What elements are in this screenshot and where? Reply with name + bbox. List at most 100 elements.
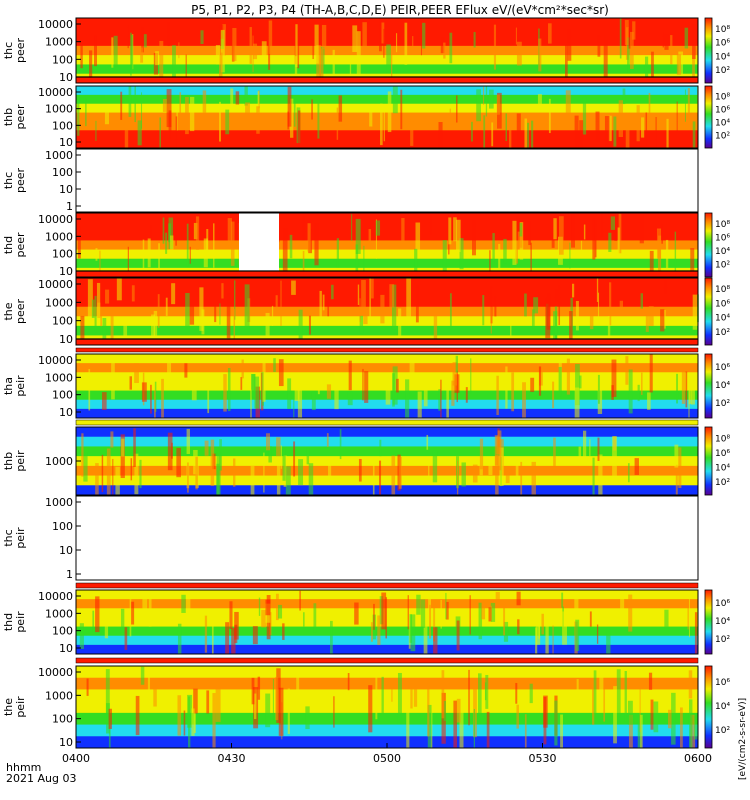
spectrogram-streak — [551, 232, 555, 248]
spectrogram-streak — [625, 112, 630, 148]
spectrogram-band — [76, 701, 698, 714]
spectrogram-streak — [143, 34, 147, 48]
spectrogram-streak — [648, 92, 651, 122]
spectrogram-streak — [634, 458, 639, 475]
spectrogram-streak — [415, 222, 421, 250]
colorbar-tick-label: 10² — [715, 478, 730, 488]
spectrogram-streak — [690, 714, 696, 748]
spectrogram-streak — [312, 38, 314, 60]
spectrogram-streak — [516, 41, 522, 66]
spectrogram-streak — [515, 682, 518, 704]
spectrogram-streak — [316, 44, 321, 83]
spectrogram-streak — [469, 595, 471, 635]
panel-thb-peir: 10² 10⁴ 10⁶ 10⁸ 1000 thb peir — [2, 426, 730, 496]
spectrogram-streak — [405, 379, 410, 418]
spectrogram-streak — [95, 596, 100, 633]
colorbar-tick-label: 10⁴ — [715, 52, 730, 62]
y-tick-label: 100 — [52, 53, 73, 66]
spectrogram-streak — [268, 38, 271, 70]
x-tick-label: 0600 — [684, 752, 712, 765]
spectrogram-streak — [619, 18, 622, 59]
spectrogram-streak — [538, 619, 540, 639]
spectrogram-streak — [664, 34, 669, 50]
spectrogram-streak — [663, 280, 668, 294]
y-tick-label: 100 — [52, 119, 73, 132]
figure-title: P5, P1, P2, P3, P4 (TH-A,B,C,D,E) PEIR,P… — [191, 3, 609, 17]
spectrogram-streak — [406, 697, 410, 748]
y-tick-label: 10000 — [38, 86, 73, 99]
spectrogram-streak — [651, 51, 654, 80]
spectrogram-streak — [80, 315, 85, 343]
spectrogram-streak — [234, 280, 236, 320]
spectrogram-streak — [609, 282, 612, 326]
spectrogram-streak — [676, 54, 682, 75]
spectrogram-streak — [483, 86, 485, 105]
y-tick-label: 100 — [52, 389, 73, 402]
spectrogram-streak — [151, 314, 155, 345]
colorbar-tick-label: 10⁸ — [715, 434, 730, 444]
spectrogram-streak — [468, 669, 470, 726]
spectrogram-band — [76, 712, 698, 726]
spectrogram-streak — [100, 311, 103, 327]
colorbar-tick-label: 10² — [715, 66, 730, 76]
spectrogram-streak — [135, 695, 140, 736]
spectrogram-streak — [452, 362, 458, 386]
spectrogram-streak — [333, 696, 335, 728]
spectrogram-streak — [358, 458, 362, 482]
spectrogram-streak — [271, 305, 274, 326]
spectrogram-streak — [401, 218, 405, 243]
spectrogram-streak — [373, 603, 375, 630]
spectrogram-streak — [305, 706, 310, 730]
spectrogram-streak — [362, 368, 364, 401]
spectrogram-streak — [142, 590, 148, 618]
x-tick-label: 0530 — [529, 752, 557, 765]
spectrogram-streak — [415, 284, 419, 323]
spectrogram-streak — [254, 376, 260, 409]
spectrogram-streak — [624, 671, 627, 723]
spectrogram-streak — [558, 366, 562, 397]
y-tick-label: 1000 — [45, 149, 73, 162]
colorbar-scale — [704, 665, 713, 749]
y-tick-label: 100 — [52, 248, 73, 261]
spectrogram-streak — [120, 91, 123, 120]
spectrogram-streak — [608, 115, 612, 142]
spectrogram-streak — [232, 27, 237, 61]
y-tick-label: 100 — [52, 625, 73, 638]
spectrogram-streak — [613, 116, 617, 147]
spectrogram-streak — [516, 591, 521, 606]
spectrogram-streak — [553, 218, 557, 240]
x-tick-label: 0500 — [373, 752, 401, 765]
spectrogram-streak — [681, 364, 686, 404]
spectrogram-streak — [233, 309, 236, 342]
spectrogram-streak — [579, 120, 584, 148]
spectrogram-streak — [666, 118, 669, 148]
spectrogram-streak — [617, 227, 620, 258]
spectrogram-streak — [113, 35, 118, 67]
spectrogram-streak — [210, 439, 215, 487]
spectrogram-streak — [461, 462, 466, 487]
spectrogram-streak — [167, 432, 173, 471]
spectrogram-band — [76, 354, 698, 364]
spectrogram-streak — [105, 669, 110, 714]
colorbar-tick-label: 10⁶ — [715, 678, 730, 688]
spectrogram-streak — [276, 437, 281, 457]
spectrogram-streak — [165, 232, 168, 254]
spectrogram-streak — [167, 361, 172, 377]
spectrogram-streak — [123, 317, 128, 342]
colorbar-tick-label: 10² — [715, 328, 730, 338]
spectrogram-streak — [314, 223, 319, 266]
spectrogram-streak — [505, 366, 508, 409]
spectrogram-streak — [368, 685, 373, 733]
spectrogram-streak — [95, 248, 98, 261]
spectrogram-streak — [265, 599, 271, 616]
spectrogram-streak — [607, 316, 611, 345]
spectrogram-streak — [574, 597, 579, 616]
spectrogram-streak — [429, 604, 432, 639]
colorbar-tick-label: 10⁴ — [715, 314, 730, 324]
spectrogram-streak — [252, 35, 254, 73]
spectrogram-streak — [589, 611, 592, 627]
spectrogram-streak — [530, 242, 532, 277]
colorbar-tick-label: 10⁴ — [715, 247, 730, 257]
spectrogram-streak — [410, 614, 416, 652]
spectrogram-streak — [251, 374, 256, 398]
